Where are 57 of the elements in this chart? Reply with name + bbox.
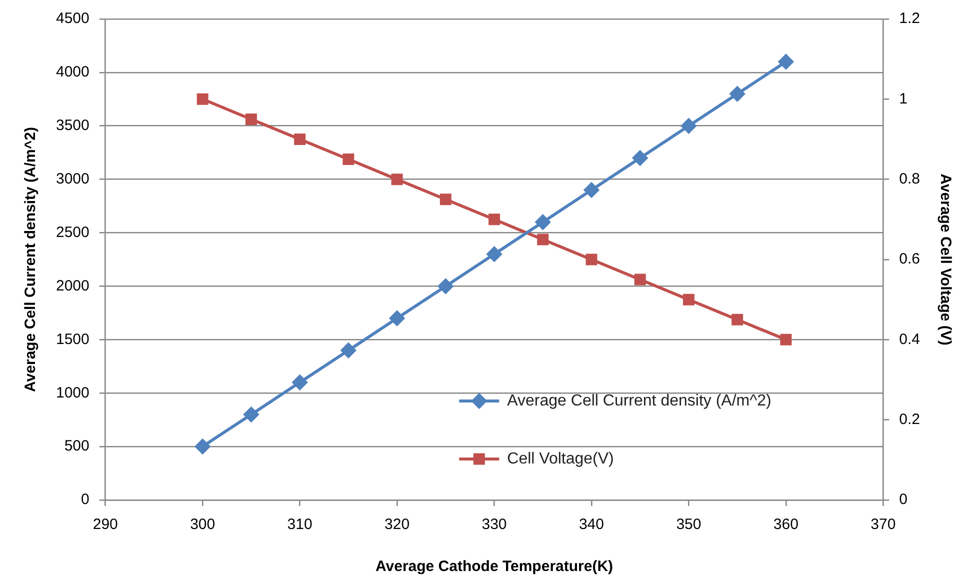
y2-axis-title: Average Cell Voltage (V) [936,174,954,346]
point [340,342,356,358]
x-tick-label: 350 [676,516,702,534]
y-tick-label: 1000 [56,384,90,402]
point [390,310,405,326]
point [196,93,208,105]
x-tick-label: 360 [773,516,798,534]
point [634,274,646,286]
point [391,174,403,186]
y-tick-label: 3500 [56,117,90,134]
x-tick-label: 290 [92,516,118,534]
y-tick-label: 4500 [56,10,90,28]
point [537,234,549,246]
point [535,214,550,230]
point [292,374,308,390]
y2-tick-label: 0.4 [899,330,920,348]
y2-tick-label: 1 [899,90,908,108]
y-tick-label: 2500 [56,224,90,241]
point [780,334,792,346]
y2-tick-label: 0 [899,491,908,508]
x-tick-label: 330 [482,516,507,534]
y2-tick-label: 0.2 [899,410,920,428]
point [778,54,794,70]
x-tick-label: 340 [578,516,604,534]
point [730,86,745,102]
point [586,254,598,266]
point [732,314,744,326]
x-tick-label: 370 [870,516,896,534]
point [488,214,500,226]
legend-label: Average Cell Current density (A/m^2) [507,392,772,410]
point [486,246,502,262]
x-tick-label: 310 [287,516,312,534]
point [342,154,354,166]
x-axis-title: Average Cathode Temperature(K) [375,558,614,576]
point [244,406,259,422]
y-tick-label: 4000 [56,64,90,81]
y-tick-label: 3000 [56,170,90,188]
x-tick-label: 320 [384,516,410,534]
point [632,150,648,166]
legend-label: Cell Voltage(V) [507,450,614,468]
y2-tick-label: 1.2 [899,10,920,28]
point [294,134,306,145]
point [682,294,694,306]
point [681,118,696,134]
y-tick-label: 2000 [56,277,90,294]
point [440,194,452,206]
point [245,113,257,125]
y-tick-label: 0 [81,491,90,508]
point [584,182,599,198]
point [438,278,454,294]
y-axis-title: Average Cell Current density (A/m^2) [22,127,40,392]
point [195,439,210,454]
x-tick-label: 300 [190,516,216,534]
y-tick-label: 500 [64,438,90,455]
y-tick-label: 1500 [56,330,90,348]
y2-tick-label: 0.6 [899,250,920,268]
y2-tick-label: 0.8 [899,170,920,188]
